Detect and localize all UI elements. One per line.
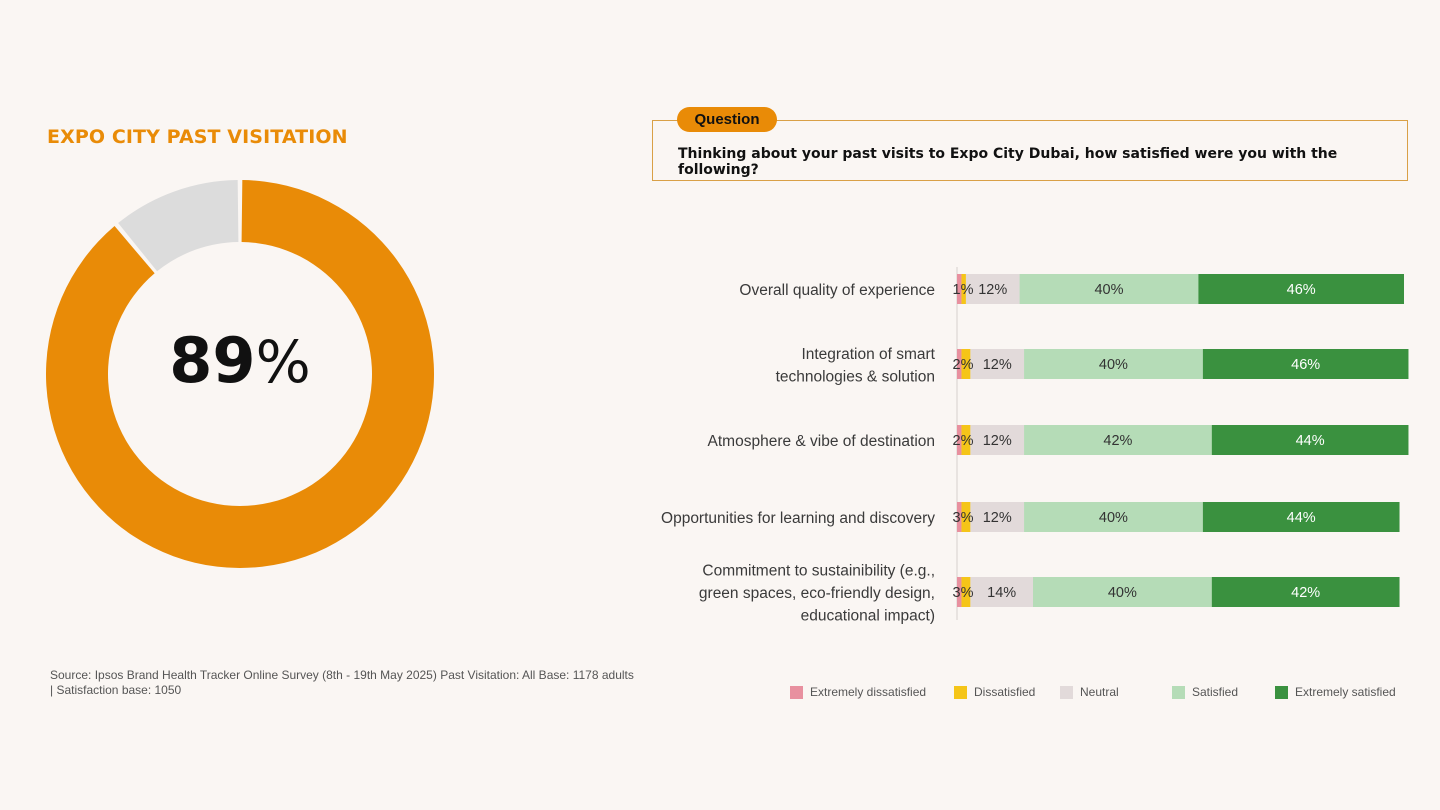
bar-segment: [961, 502, 971, 532]
data-label: 1%: [953, 282, 974, 298]
source-note: Source: Ipsos Brand Health Tracker Onlin…: [50, 668, 634, 697]
donut-center-label: 89%: [40, 324, 440, 397]
legend-item: Satisfied: [1172, 685, 1238, 699]
bar-segment: [970, 425, 1025, 455]
data-label: 12%: [983, 433, 1012, 449]
question-text: Thinking about your past visits to Expo …: [678, 146, 1338, 178]
data-label: 3%: [953, 510, 974, 526]
category-label: educational impact): [801, 608, 935, 625]
bar-segment: [1211, 425, 1409, 455]
bar-segment: [970, 349, 1025, 379]
legend-swatch: [1275, 685, 1288, 699]
bar-segment: [957, 425, 962, 455]
data-label: 12%: [978, 282, 1007, 298]
bar-segment: [970, 577, 1033, 607]
bar-segment: [957, 274, 962, 304]
bar-segment: [961, 425, 971, 455]
bar-segment: [961, 577, 971, 607]
data-label: 40%: [1094, 282, 1123, 298]
chart-legend: Extremely dissatisfied Dissatisfied Neutra…: [790, 685, 1410, 701]
legend-swatch: [790, 685, 803, 699]
bar-segment: [1198, 274, 1404, 304]
category-label: green spaces, eco-friendly design,: [699, 585, 935, 602]
data-label: 44%: [1287, 510, 1316, 526]
category-label: Commitment to sustainibility (e.g.,: [702, 563, 935, 580]
legend-swatch: [954, 685, 967, 699]
bar-segment: [1202, 349, 1409, 379]
question-badge: Question: [677, 107, 777, 132]
bar-segment: [961, 274, 966, 304]
donut-unit: %: [255, 328, 311, 396]
bar-segment: [1024, 502, 1203, 532]
legend-label: Extremely dissatisfied: [810, 685, 927, 699]
legend-label: Extremely satisfied: [1295, 685, 1396, 699]
data-label: 40%: [1099, 357, 1128, 373]
bar-segment: [1024, 349, 1203, 379]
bar-segment: [961, 349, 971, 379]
donut-slice-1: [118, 180, 239, 272]
data-label: 2%: [953, 433, 974, 449]
bar-segment: [1032, 577, 1212, 607]
data-label: 3%: [953, 585, 974, 601]
donut-value: 89: [169, 324, 256, 397]
category-label: Overall quality of experience: [739, 282, 935, 299]
legend-item: Extremely satisfied: [1275, 685, 1396, 699]
data-label: 44%: [1296, 433, 1325, 449]
question-box: [652, 120, 1408, 181]
legend-item: Extremely dissatisfied: [790, 685, 926, 699]
legend-label: Satisfied: [1192, 685, 1239, 699]
data-label: 40%: [1108, 585, 1137, 601]
legend-label: Dissatisfied: [974, 685, 1036, 699]
bar-segment: [970, 502, 1025, 532]
legend-swatch: [1060, 685, 1073, 699]
data-label: 46%: [1287, 282, 1316, 298]
data-label: 2%: [953, 357, 974, 373]
bar-segment: [1019, 274, 1199, 304]
donut-chart: [45, 180, 434, 568]
data-label: 40%: [1099, 510, 1128, 526]
legend-label: Neutral: [1080, 685, 1119, 699]
category-label: Integration of smart: [801, 346, 935, 363]
data-label: 14%: [987, 585, 1016, 601]
donut-slice-0: [45, 180, 434, 568]
data-label: 12%: [983, 510, 1012, 526]
data-label: 42%: [1291, 585, 1320, 601]
legend-item: Dissatisfied: [954, 685, 1035, 699]
category-label: Atmosphere & vibe of destination: [708, 433, 935, 450]
bar-segment: [1211, 577, 1400, 607]
bar-segment: [1202, 502, 1400, 532]
bar-segment: [957, 577, 962, 607]
bar-segment: [957, 502, 962, 532]
category-label: technologies & solution: [776, 368, 935, 385]
bar-segment: [957, 349, 962, 379]
data-label: 12%: [983, 357, 1012, 373]
stacked-bar-chart: Overall quality of experience 1% 12% 40% 46%…: [661, 267, 1409, 625]
bar-segment: [1024, 425, 1212, 455]
legend-item: Neutral: [1060, 685, 1119, 699]
data-label: 46%: [1291, 357, 1320, 373]
data-label: 42%: [1103, 433, 1132, 449]
bar-segment: [965, 274, 1020, 304]
category-label: Opportunities for learning and discovery: [661, 510, 935, 527]
chart-title: EXPO CITY PAST VISITATION: [47, 126, 348, 148]
legend-swatch: [1172, 685, 1185, 699]
